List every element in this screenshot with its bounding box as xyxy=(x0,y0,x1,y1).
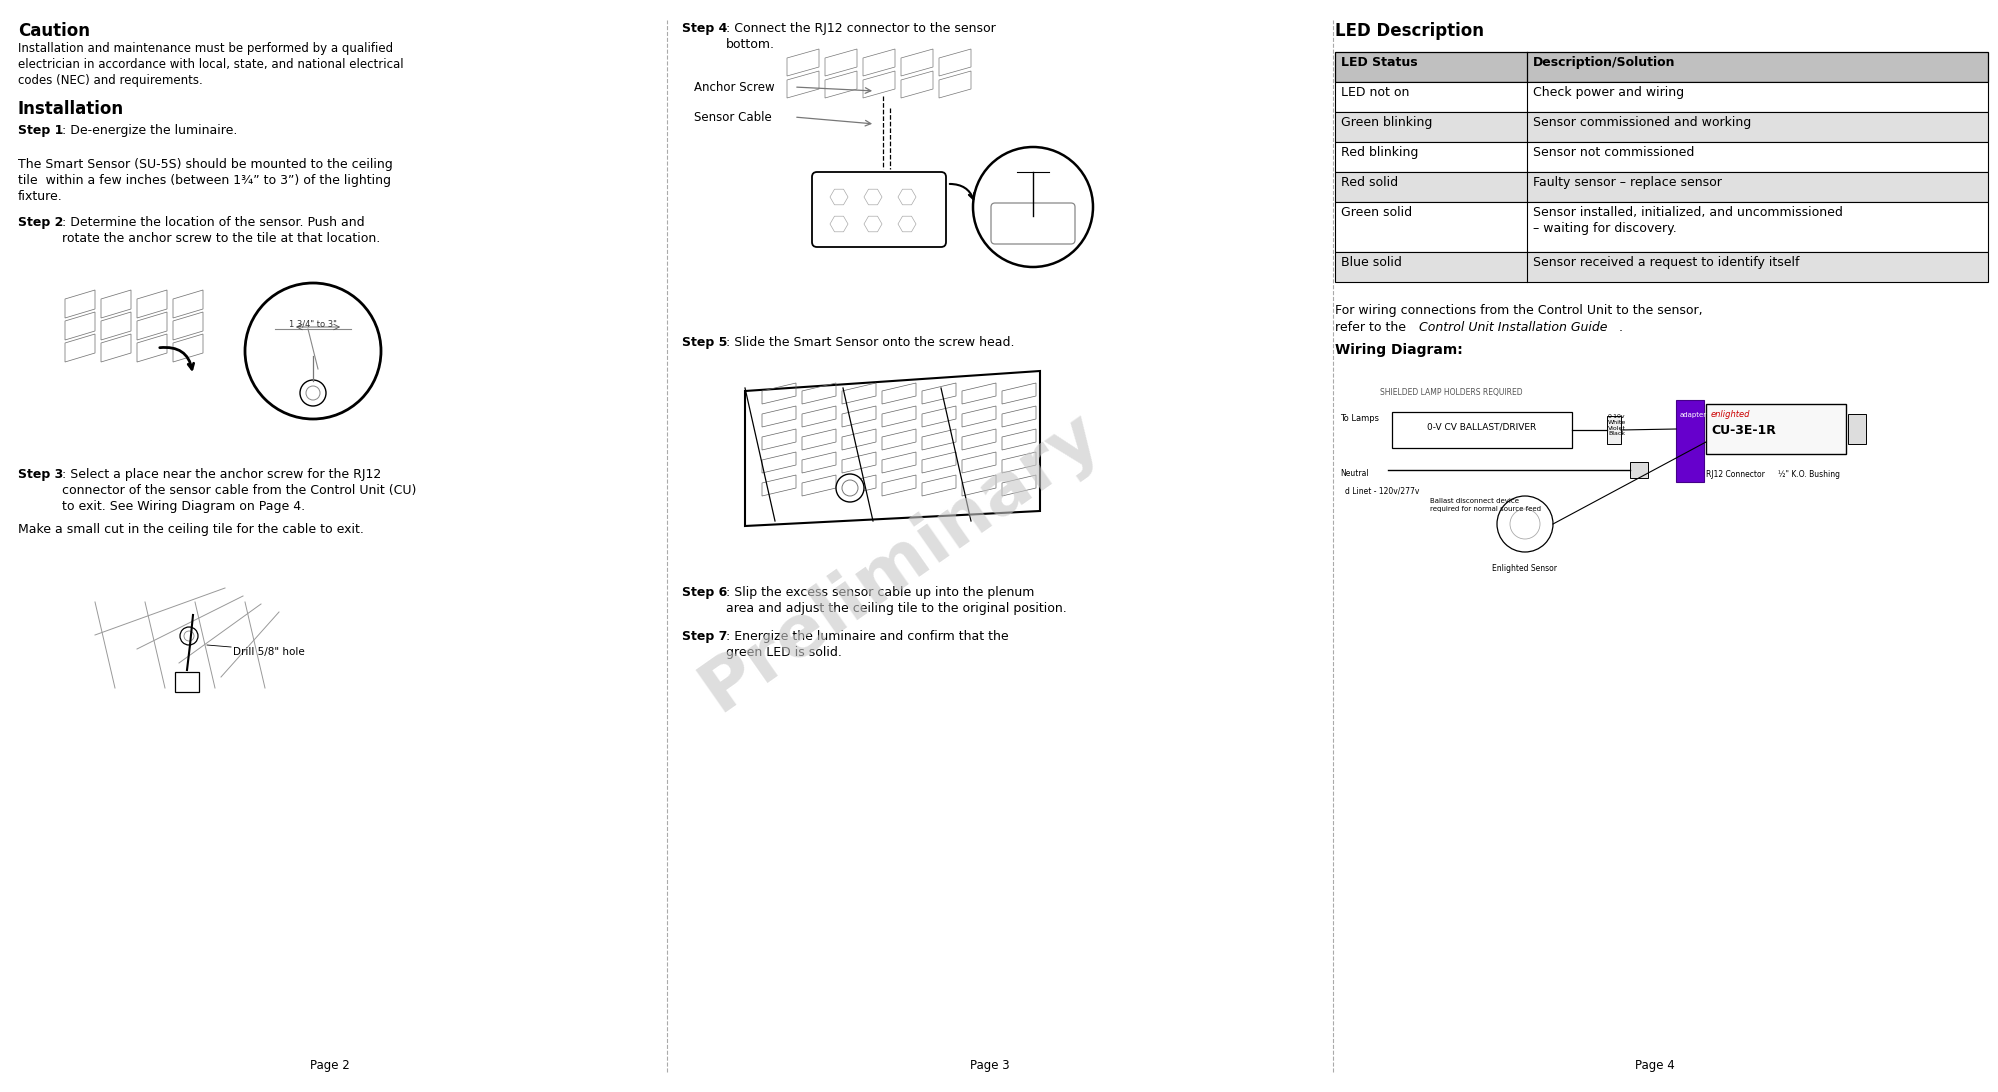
Text: Drill 5/8" hole: Drill 5/8" hole xyxy=(234,646,304,657)
Text: : Energize the luminaire and confirm that the
green LED is solid.: : Energize the luminaire and confirm tha… xyxy=(725,630,1009,658)
Text: Step 7: Step 7 xyxy=(681,630,727,643)
Text: Make a small cut in the ceiling tile for the cable to exit.: Make a small cut in the ceiling tile for… xyxy=(18,523,364,536)
Circle shape xyxy=(300,380,326,406)
Bar xyxy=(1335,82,1986,112)
Text: To Lamps: To Lamps xyxy=(1339,414,1379,423)
Text: Step 4: Step 4 xyxy=(681,22,727,35)
Text: Preliminary: Preliminary xyxy=(687,399,1113,725)
Text: Sensor Cable: Sensor Cable xyxy=(693,110,771,123)
Bar xyxy=(1335,173,1986,202)
Text: Blue solid: Blue solid xyxy=(1341,256,1401,269)
Text: Green blinking: Green blinking xyxy=(1341,116,1433,129)
Text: Sensor not commissioned: Sensor not commissioned xyxy=(1532,146,1694,159)
Bar xyxy=(1674,400,1702,482)
Text: : Slide the Smart Sensor onto the screw head.: : Slide the Smart Sensor onto the screw … xyxy=(725,336,1015,349)
Bar xyxy=(1335,112,1986,142)
Text: Installation and maintenance must be performed by a qualified
electrician in acc: Installation and maintenance must be per… xyxy=(18,41,404,87)
Text: .: . xyxy=(1618,321,1622,334)
Circle shape xyxy=(835,474,863,502)
Text: Page 3: Page 3 xyxy=(969,1059,1009,1072)
Bar xyxy=(1335,52,1986,82)
Text: Ballast disconnect device
required for normal source feed: Ballast disconnect device required for n… xyxy=(1429,498,1540,511)
Text: Step 6: Step 6 xyxy=(681,586,727,600)
Bar xyxy=(1335,202,1986,252)
Text: Faulty sensor – replace sensor: Faulty sensor – replace sensor xyxy=(1532,176,1720,189)
Bar xyxy=(1704,404,1844,454)
Text: Installation: Installation xyxy=(18,100,124,118)
Text: Wiring Diagram:: Wiring Diagram: xyxy=(1335,343,1463,357)
Bar xyxy=(1335,252,1986,282)
Text: : Select a place near the anchor screw for the RJ12
connector of the sensor cabl: : Select a place near the anchor screw f… xyxy=(62,468,416,513)
Text: Neutral: Neutral xyxy=(1339,468,1369,477)
Text: adapter: adapter xyxy=(1678,412,1706,418)
Text: : Connect the RJ12 connector to the sensor
bottom.: : Connect the RJ12 connector to the sens… xyxy=(725,22,995,51)
Text: Caution: Caution xyxy=(18,22,90,40)
Text: Red solid: Red solid xyxy=(1341,176,1397,189)
Bar xyxy=(1391,412,1570,448)
Text: For wiring connections from the Control Unit to the sensor,: For wiring connections from the Control … xyxy=(1335,304,1702,317)
Text: 0-V CV BALLAST/DRIVER: 0-V CV BALLAST/DRIVER xyxy=(1427,423,1536,431)
Text: CU-3E-1R: CU-3E-1R xyxy=(1710,424,1774,437)
Text: Description/Solution: Description/Solution xyxy=(1532,56,1674,69)
Text: Enlighted Sensor: Enlighted Sensor xyxy=(1493,563,1556,573)
Circle shape xyxy=(973,147,1093,268)
Bar xyxy=(1628,462,1646,478)
Text: 0-10v
White
Violet
Black: 0-10v White Violet Black xyxy=(1606,414,1626,437)
Text: Red blinking: Red blinking xyxy=(1341,146,1419,159)
Text: LED Status: LED Status xyxy=(1341,56,1417,69)
Text: Anchor Screw: Anchor Screw xyxy=(693,81,775,94)
Bar xyxy=(1335,142,1986,173)
Text: : Determine the location of the sensor. Push and
rotate the anchor screw to the : : Determine the location of the sensor. … xyxy=(62,216,380,245)
Text: The Smart Sensor (SU-5S) should be mounted to the ceiling
tile  within a few inc: The Smart Sensor (SU-5S) should be mount… xyxy=(18,158,392,203)
Text: Step 3: Step 3 xyxy=(18,468,64,480)
FancyBboxPatch shape xyxy=(991,203,1075,244)
Text: d Linet - 120v/277v: d Linet - 120v/277v xyxy=(1345,486,1419,495)
Text: : Slip the excess sensor cable up into the plenum
area and adjust the ceiling ti: : Slip the excess sensor cable up into t… xyxy=(725,586,1067,615)
Text: Step 5: Step 5 xyxy=(681,336,727,349)
Circle shape xyxy=(246,283,382,419)
Circle shape xyxy=(180,627,198,645)
Circle shape xyxy=(1497,496,1552,551)
Text: LED Description: LED Description xyxy=(1335,22,1483,40)
Text: enlighted: enlighted xyxy=(1710,410,1750,419)
Text: Control Unit Installation Guide: Control Unit Installation Guide xyxy=(1419,321,1606,334)
Text: ½" K.O. Bushing: ½" K.O. Bushing xyxy=(1776,470,1838,479)
Text: Sensor commissioned and working: Sensor commissioned and working xyxy=(1532,116,1750,129)
Text: Green solid: Green solid xyxy=(1341,206,1411,219)
Text: LED not on: LED not on xyxy=(1341,86,1409,99)
Text: Sensor received a request to identify itself: Sensor received a request to identify it… xyxy=(1532,256,1798,269)
Text: Check power and wiring: Check power and wiring xyxy=(1532,86,1682,99)
Text: refer to the: refer to the xyxy=(1335,321,1409,334)
Text: RJ12 Connector: RJ12 Connector xyxy=(1704,470,1764,479)
Text: Step 2: Step 2 xyxy=(18,216,64,229)
Text: Page 2: Page 2 xyxy=(310,1059,350,1072)
Text: Sensor installed, initialized, and uncommissioned
– waiting for discovery.: Sensor installed, initialized, and uncom… xyxy=(1532,206,1842,235)
FancyBboxPatch shape xyxy=(811,173,945,247)
Bar xyxy=(1606,416,1620,444)
Text: Step 1: Step 1 xyxy=(18,124,64,136)
Text: SHIELDED LAMP HOLDERS REQUIRED: SHIELDED LAMP HOLDERS REQUIRED xyxy=(1379,388,1522,397)
Bar xyxy=(176,672,200,692)
Text: 1 3/4" to 3": 1 3/4" to 3" xyxy=(290,319,338,328)
Text: Page 4: Page 4 xyxy=(1634,1059,1674,1072)
Bar xyxy=(1846,414,1864,444)
Text: : De-energize the luminaire.: : De-energize the luminaire. xyxy=(62,124,238,136)
